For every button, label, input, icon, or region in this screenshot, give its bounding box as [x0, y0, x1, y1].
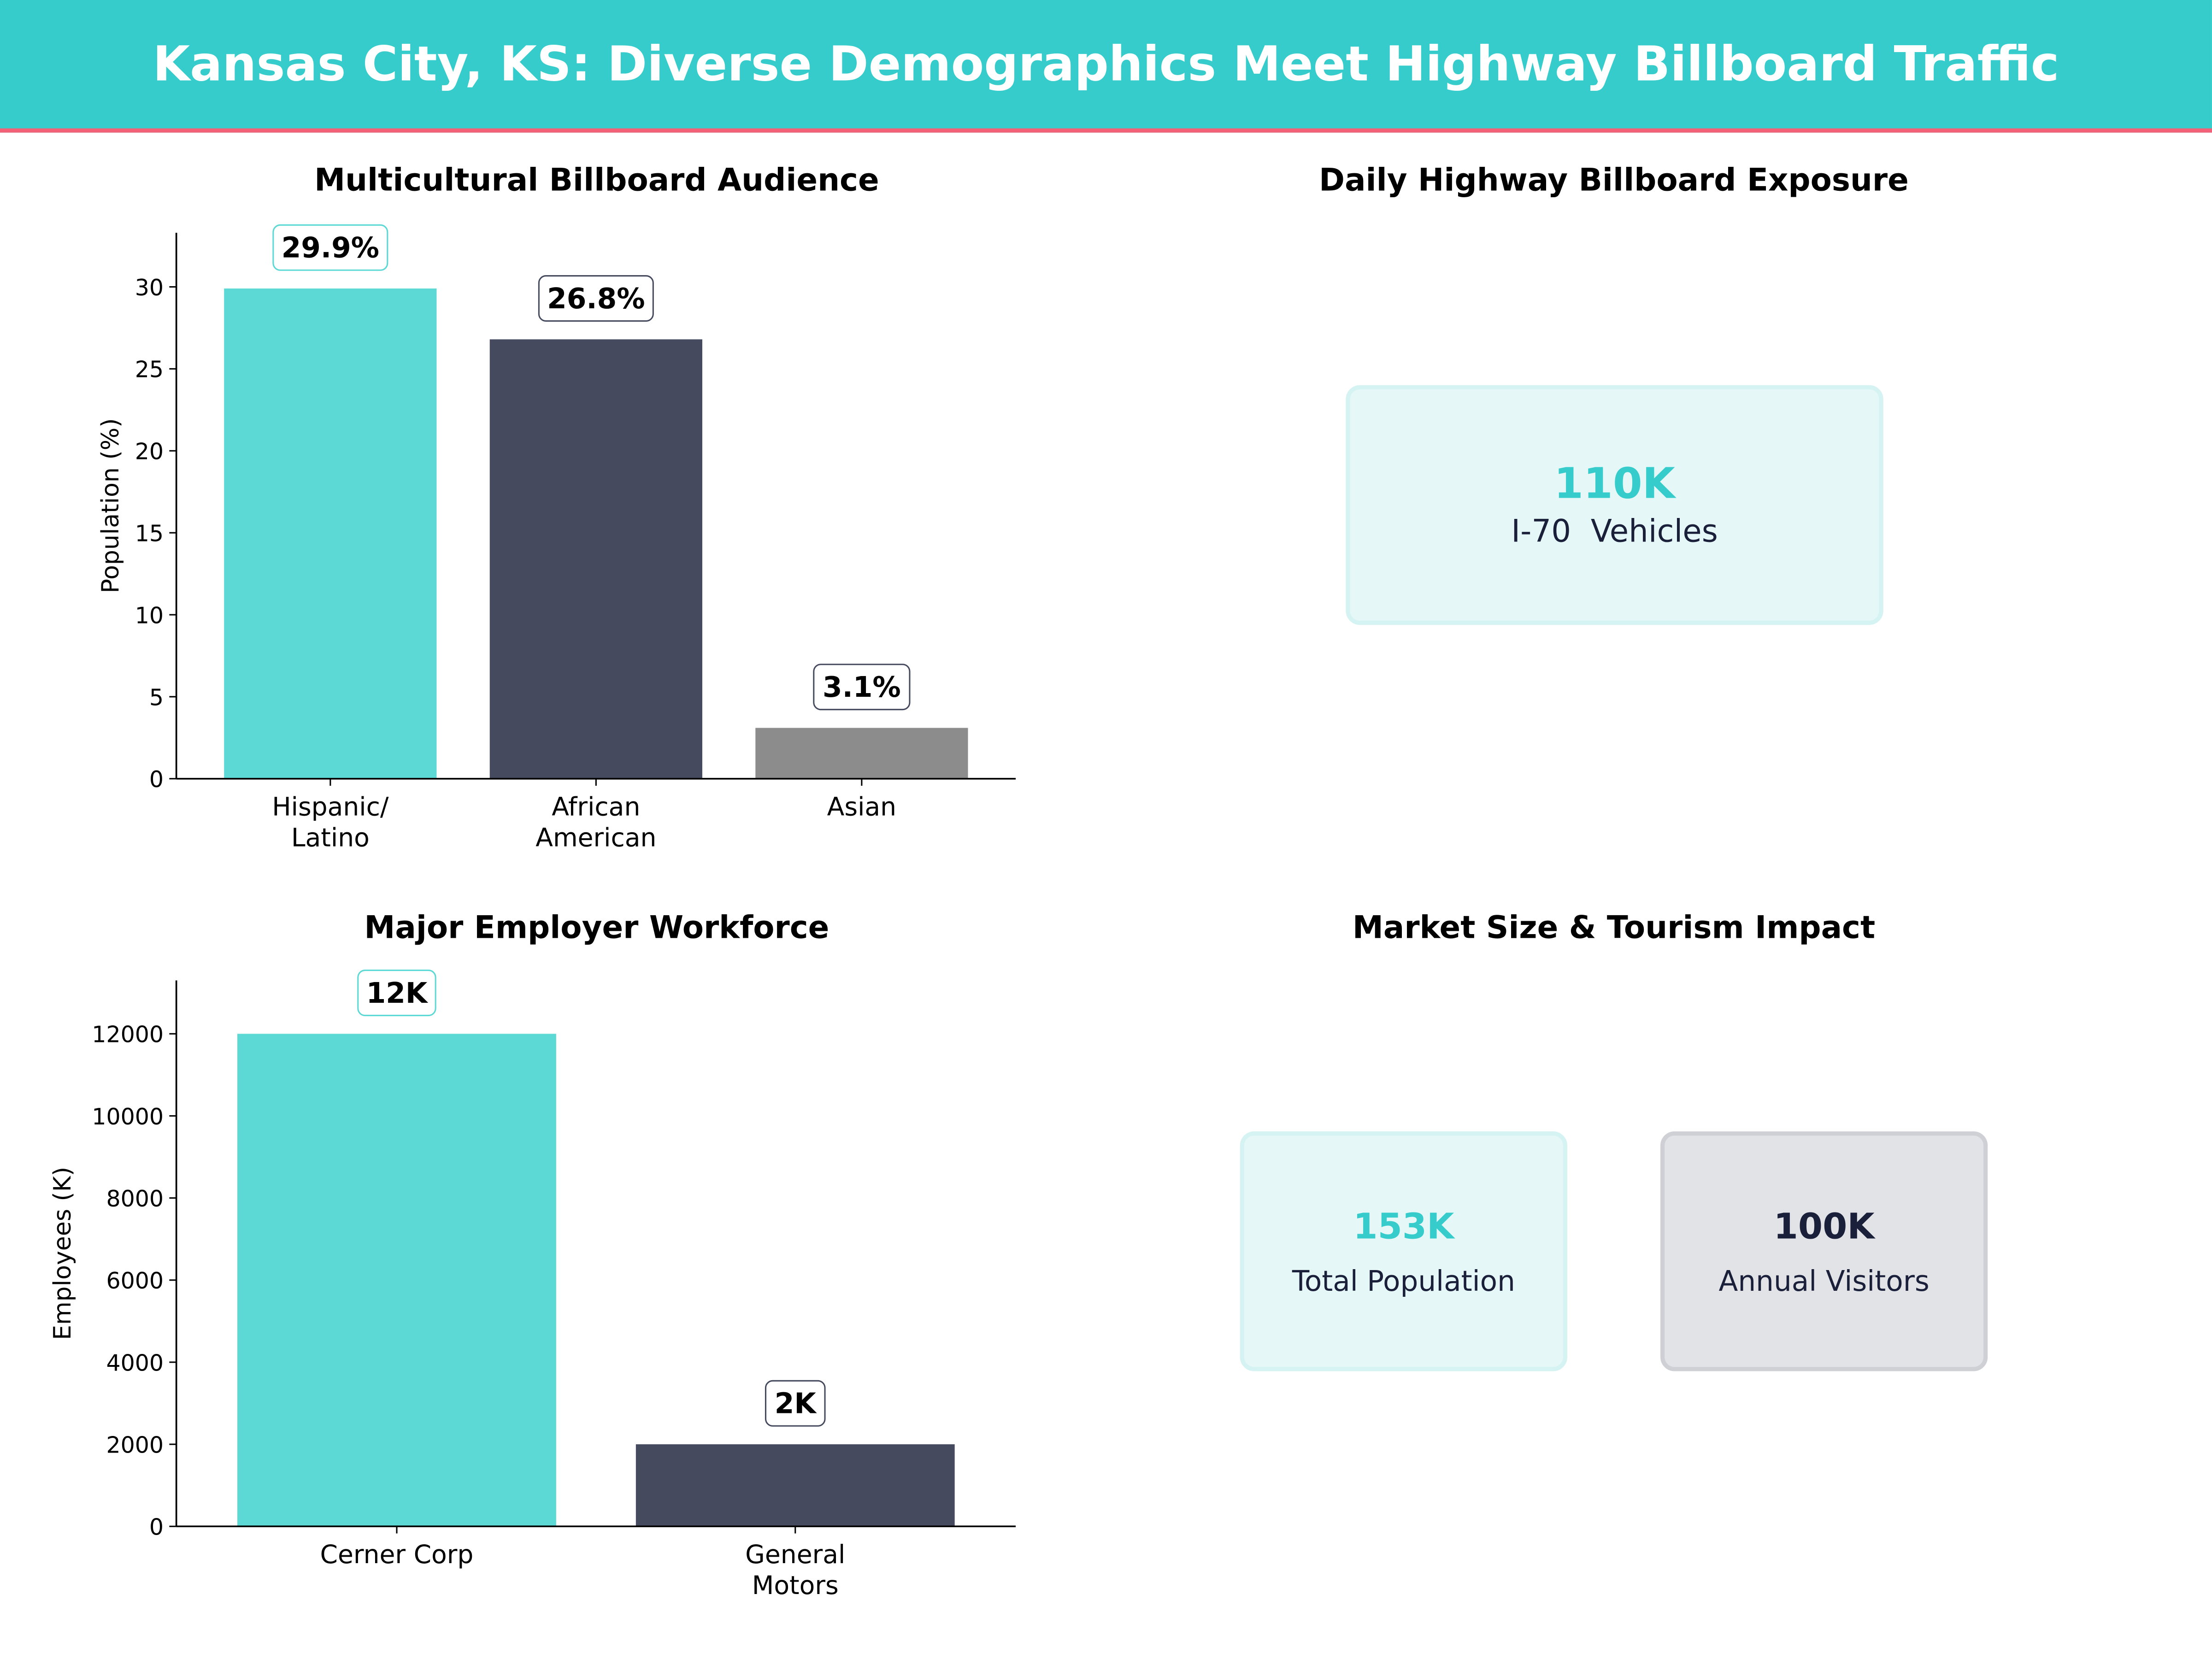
- data-label-box-2: [813, 664, 911, 711]
- market-title: Market Size & Tourism Impact: [1352, 911, 1876, 947]
- y-tick-label-1: 2000: [106, 1432, 164, 1458]
- y-axis-label: Employees (K): [49, 1167, 76, 1340]
- visitors-label: Annual Visitors: [1718, 1263, 1930, 1297]
- exposure-value: 110K: [1554, 459, 1675, 510]
- x-tick-label-0: Cerner Corp: [320, 1540, 474, 1569]
- x-tick-label-0: Hispanic/: [272, 792, 389, 821]
- bar-1: [635, 1444, 955, 1527]
- data-label-0: 29.9%: [282, 232, 379, 265]
- x-tick-label-1: General: [745, 1540, 845, 1569]
- data-label-1: 26.8%: [547, 282, 645, 315]
- exposure-label: I-70 Vehicles: [1511, 515, 1718, 550]
- y-tick-label-3: 15: [135, 521, 164, 547]
- visitors-card: 100K Annual Visitors: [1660, 1131, 1988, 1371]
- data-label-box-1: [538, 275, 654, 322]
- y-tick-label-3: 6000: [106, 1268, 164, 1294]
- header-banner: Kansas City, KS: Diverse Demographics Me…: [0, 0, 2212, 133]
- y-tick-label-2: 10: [135, 602, 164, 629]
- x-tick-label-2: Asian: [827, 792, 896, 821]
- data-label-1: 2K: [775, 1388, 818, 1420]
- x-tick-label-1: American: [535, 823, 656, 853]
- population-value: 153K: [1353, 1205, 1454, 1247]
- exposure-card: 110K I-70 Vehicles: [1346, 385, 1883, 625]
- y-tick-label-0: 0: [149, 766, 164, 793]
- y-tick-label-1: 5: [149, 684, 164, 711]
- y-tick-label-6: 30: [135, 275, 164, 301]
- y-axis-label: Population (%): [97, 418, 124, 593]
- page-title: Kansas City, KS: Diverse Demographics Me…: [153, 36, 2059, 93]
- y-tick-label-0: 0: [149, 1514, 164, 1541]
- y-tick-label-4: 20: [135, 439, 164, 465]
- data-label-0: 12K: [366, 977, 429, 1010]
- chart-title-workforce: Major Employer Workforce: [364, 911, 830, 947]
- y-tick-label-4: 8000: [106, 1186, 164, 1212]
- bar-2: [755, 728, 968, 779]
- y-tick-label-2: 4000: [106, 1350, 164, 1376]
- bar-0: [237, 1034, 556, 1527]
- x-tick-label-1: Motors: [752, 1571, 839, 1600]
- data-label-box-0: [272, 224, 388, 271]
- exposure-title: Daily Highway Billboard Exposure: [1319, 164, 1909, 199]
- bar-1: [489, 339, 702, 779]
- data-label-box-0: [357, 970, 436, 1017]
- bar-0: [224, 288, 437, 779]
- y-tick-label-6: 12000: [92, 1022, 164, 1048]
- x-tick-label-1: African: [552, 792, 640, 821]
- population-card: 153K Total Population: [1240, 1131, 1567, 1371]
- audience-bar-chart: 29.9% Hispanic/Latino 26.8% AfricanAmerican…: [97, 224, 1016, 853]
- data-label-2: 3.1%: [823, 671, 901, 704]
- y-tick-label-5: 10000: [92, 1104, 164, 1130]
- population-label: Total Population: [1292, 1263, 1515, 1297]
- x-tick-label-0: Latino: [291, 823, 370, 853]
- chart-title-audience: Multicultural Billboard Audience: [314, 164, 879, 199]
- y-tick-label-5: 25: [135, 357, 164, 383]
- visitors-value: 100K: [1773, 1205, 1875, 1247]
- data-label-box-1: [765, 1380, 826, 1427]
